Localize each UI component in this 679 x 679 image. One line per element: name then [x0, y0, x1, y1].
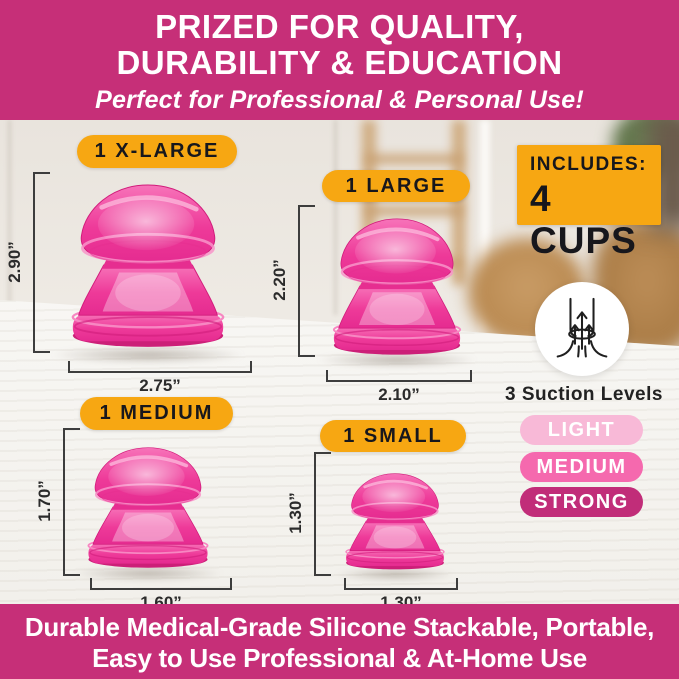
large-height-measure: 2.20” — [270, 205, 318, 357]
includes-box: INCLUDES: 4 CUPS — [517, 145, 661, 261]
subtitle: Perfect for Professional & Personal Use! — [95, 86, 584, 114]
headline-line2: DURABILITY & EDUCATION — [116, 44, 563, 81]
medium-width-measure: 1.60” — [90, 578, 232, 604]
headline-line1: PRIZED FOR QUALITY, — [155, 8, 524, 45]
small-height-measure: 1.30” — [286, 452, 334, 576]
suction-level-strong: STRONG — [520, 487, 643, 517]
large-height-label: 2.20” — [270, 259, 289, 301]
suction-icon-circle — [535, 282, 629, 376]
cup-shadow — [50, 346, 246, 364]
product-photo-scene: 1 X-LARGE 2.90” 2.75” 1 LARGE 2.20” 2.10… — [0, 120, 679, 604]
large-cup-photo — [308, 208, 486, 364]
ladder-decor — [366, 154, 462, 164]
small-width-label: 1.30” — [380, 593, 422, 604]
xlarge-cup-photo — [42, 172, 254, 358]
badge-large: 1 LARGE — [322, 170, 470, 202]
cup-shadow — [72, 566, 224, 581]
suction-level-medium: MEDIUM — [520, 452, 643, 482]
xlarge-height-label: 2.90” — [5, 240, 24, 283]
small-cup-photo — [344, 472, 446, 571]
large-width-measure: 2.10” — [326, 370, 472, 404]
suction-levels-title: 3 Suction Levels — [505, 384, 663, 405]
cup-shadow — [316, 352, 478, 368]
xlarge-height-measure: 2.90” — [5, 172, 53, 353]
medium-height-label: 1.70” — [35, 480, 54, 522]
suction-level-light: LIGHT — [520, 415, 643, 445]
footer-line2: Easy to Use Professional & At-Home Use — [92, 643, 587, 673]
badge-xlarge: 1 X-LARGE — [77, 135, 237, 168]
suction-cup-arrows-icon — [556, 297, 608, 358]
ladder-decor — [366, 206, 462, 216]
header-banner: PRIZED FOR QUALITY, DURABILITY & EDUCATI… — [0, 0, 679, 120]
cabinet-panel-line — [334, 120, 337, 315]
cabinet-panel-line — [8, 120, 11, 315]
small-width-measure: 1.30” — [344, 578, 458, 604]
xlarge-width-label: 2.75” — [139, 376, 181, 395]
medium-height-measure: 1.70” — [35, 428, 83, 576]
footer-line1: Durable Medical-Grade Silicone Stackable… — [24, 612, 655, 642]
cup-shadow — [334, 568, 456, 581]
badge-small: 1 SMALL — [320, 420, 466, 452]
medium-width-label: 1.60” — [140, 593, 182, 604]
large-width-label: 2.10” — [378, 385, 420, 404]
badge-medium: 1 MEDIUM — [80, 397, 233, 430]
door-frame-decor — [480, 120, 490, 330]
medium-cup-photo — [86, 445, 210, 570]
includes-value: 4 CUPS — [530, 178, 637, 261]
xlarge-width-measure: 2.75” — [68, 361, 252, 395]
small-height-label: 1.30” — [286, 492, 305, 534]
includes-label: INCLUDES: — [530, 154, 647, 175]
footer-banner: Durable Medical-Grade Silicone Stackable… — [0, 604, 679, 679]
